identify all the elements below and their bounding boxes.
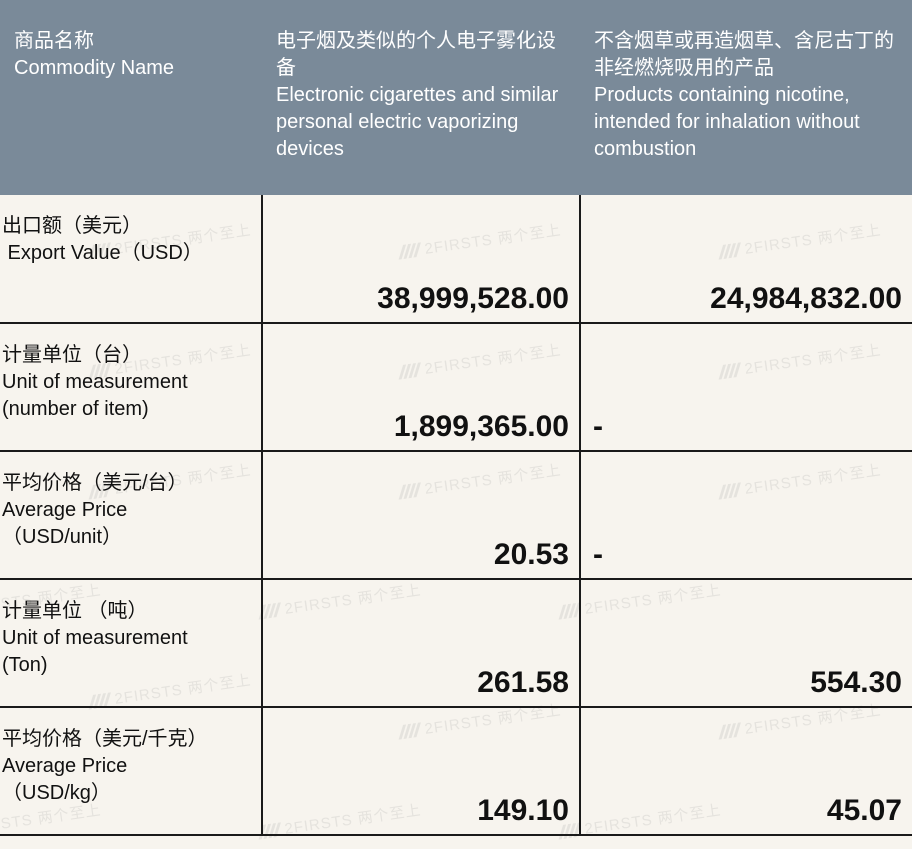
table-header-row: 商品名称 Commodity Name 电子烟及类似的个人电子雾化设备 Elec… [0, 0, 912, 195]
table-body: 出口额（美元） Export Value（USD） 38,999,528.00 … [0, 195, 912, 835]
header-commodity-name: 商品名称 Commodity Name [0, 0, 262, 195]
row-value-1: 20.53 [262, 451, 580, 579]
row-label: 平均价格（美元/千克） Average Price （USD/kg） [0, 707, 262, 835]
header-ecig: 电子烟及类似的个人电子雾化设备 Electronic cigarettes an… [262, 0, 580, 195]
row-label: 计量单位 （吨） Unit of measurement (Ton) [0, 579, 262, 707]
table-row: 平均价格（美元/千克） Average Price （USD/kg） 149.1… [0, 707, 912, 835]
table-row: 出口额（美元） Export Value（USD） 38,999,528.00 … [0, 195, 912, 323]
row-value-2: - [580, 451, 912, 579]
row-label: 计量单位（台） Unit of measurement (number of i… [0, 323, 262, 451]
row-value-2: - [580, 323, 912, 451]
header-nicotine-products: 不含烟草或再造烟草、含尼古丁的非经燃烧吸用的产品 Products contai… [580, 0, 912, 195]
table-row: 计量单位（台） Unit of measurement (number of i… [0, 323, 912, 451]
table-row: 计量单位 （吨） Unit of measurement (Ton) 261.5… [0, 579, 912, 707]
row-value-1: 38,999,528.00 [262, 195, 580, 323]
row-value-2: 45.07 [580, 707, 912, 835]
header-en: Products containing nicotine, intended f… [594, 82, 898, 163]
header-cn: 商品名称 [14, 28, 248, 55]
row-value-2: 554.30 [580, 579, 912, 707]
header-en: Commodity Name [14, 55, 248, 82]
header-en: Electronic cigarettes and similar person… [276, 82, 566, 163]
table-row: 平均价格（美元/台） Average Price （USD/unit） 20.5… [0, 451, 912, 579]
row-value-1: 149.10 [262, 707, 580, 835]
row-value-1: 1,899,365.00 [262, 323, 580, 451]
row-label: 出口额（美元） Export Value（USD） [0, 195, 262, 323]
row-label: 平均价格（美元/台） Average Price （USD/unit） [0, 451, 262, 579]
row-value-2: 24,984,832.00 [580, 195, 912, 323]
row-value-1: 261.58 [262, 579, 580, 707]
header-cn: 电子烟及类似的个人电子雾化设备 [276, 28, 566, 82]
export-data-table: 商品名称 Commodity Name 电子烟及类似的个人电子雾化设备 Elec… [0, 0, 912, 836]
header-cn: 不含烟草或再造烟草、含尼古丁的非经燃烧吸用的产品 [594, 28, 898, 82]
